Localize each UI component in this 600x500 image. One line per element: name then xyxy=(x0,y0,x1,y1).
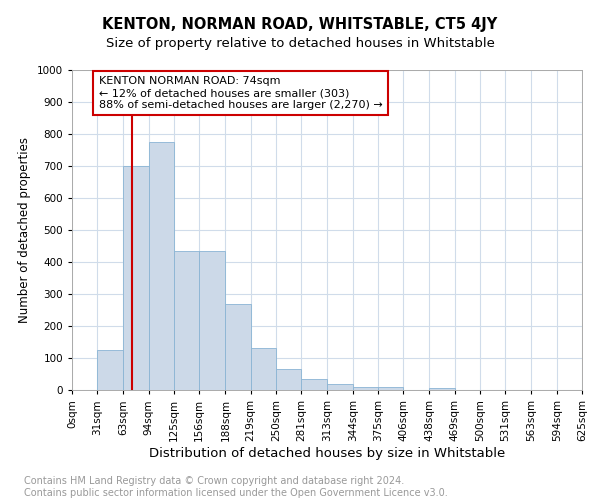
Bar xyxy=(430,388,455,390)
Bar xyxy=(301,379,328,390)
Bar xyxy=(276,369,301,390)
Text: KENTON NORMAN ROAD: 74sqm
← 12% of detached houses are smaller (303)
88% of semi: KENTON NORMAN ROAD: 74sqm ← 12% of detac… xyxy=(99,76,383,110)
Bar xyxy=(174,251,199,390)
Bar xyxy=(226,304,251,390)
Bar xyxy=(328,384,353,390)
Bar xyxy=(199,251,226,390)
Text: Size of property relative to detached houses in Whitstable: Size of property relative to detached ho… xyxy=(106,38,494,51)
Bar xyxy=(124,166,149,390)
Text: KENTON, NORMAN ROAD, WHITSTABLE, CT5 4JY: KENTON, NORMAN ROAD, WHITSTABLE, CT5 4JY xyxy=(103,18,497,32)
Bar xyxy=(97,350,124,390)
Bar xyxy=(378,387,403,390)
Text: Contains HM Land Registry data © Crown copyright and database right 2024.
Contai: Contains HM Land Registry data © Crown c… xyxy=(24,476,448,498)
Bar xyxy=(149,142,174,390)
X-axis label: Distribution of detached houses by size in Whitstable: Distribution of detached houses by size … xyxy=(149,446,505,460)
Bar xyxy=(353,387,378,390)
Bar xyxy=(251,348,276,390)
Y-axis label: Number of detached properties: Number of detached properties xyxy=(18,137,31,323)
